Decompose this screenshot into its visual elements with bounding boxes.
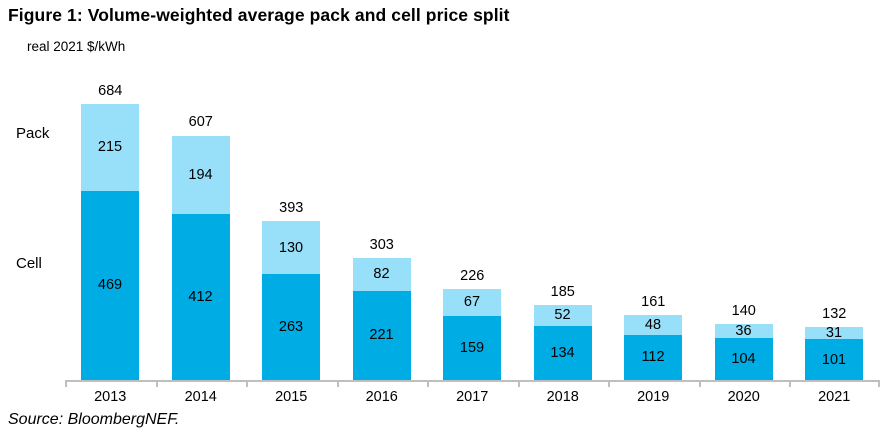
y-axis-units-label: real 2021 $/kWh <box>27 39 126 54</box>
series-label-cell: Cell <box>16 255 42 272</box>
stacked-bar: 36 104 <box>714 323 773 380</box>
bar-pack-segment: 48 <box>624 315 682 335</box>
x-axis-label: 2014 <box>184 389 217 405</box>
bar-cell-segment: 159 <box>443 315 501 380</box>
stacked-bar: 82 221 <box>352 257 411 380</box>
x-axis-label: 2019 <box>637 389 670 405</box>
bar-total-label: 161 <box>641 294 666 311</box>
bar-total-label: 303 <box>369 236 394 253</box>
series-label-pack: Pack <box>16 125 50 142</box>
bar-group-2016: 82 221 303 2016 <box>337 0 428 405</box>
x-axis-label: 2013 <box>94 389 127 405</box>
x-axis-label: 2016 <box>365 389 398 405</box>
bar-pack-segment: 130 <box>262 221 320 274</box>
bar-group-2020: 36 104 140 2020 <box>699 0 790 405</box>
stacked-bar: 31 101 <box>805 325 863 380</box>
bar-group-2021: 31 101 132 2021 <box>789 0 880 405</box>
x-axis-label: 2020 <box>727 389 760 405</box>
bar-group-2015: 130 263 393 2015 <box>246 0 337 405</box>
bar-pack-segment: 52 <box>533 304 592 326</box>
bar-group-2014: 194 412 607 2014 <box>156 0 247 405</box>
bar-cell-segment: 104 <box>714 338 773 380</box>
x-axis-label: 2015 <box>275 389 308 405</box>
x-axis-tick <box>246 382 248 387</box>
plot-area: 215 469 684 2013 194 412 607 2014 130 263 393 2015 8… <box>65 0 880 405</box>
x-axis-tick <box>155 382 158 387</box>
bar-cell-segment: 134 <box>533 325 592 380</box>
stacked-bar: 48 112 <box>624 315 682 380</box>
stacked-bar: 130 263 <box>262 221 320 380</box>
bar-group-2013: 215 469 684 2013 <box>65 0 156 405</box>
bar-total-label: 140 <box>731 302 756 319</box>
x-axis-tick <box>336 382 339 387</box>
x-axis-tick <box>789 382 791 387</box>
x-axis-tick <box>698 382 701 387</box>
bar-cell-segment: 263 <box>262 273 320 380</box>
bar-cell-segment: 112 <box>624 334 682 380</box>
bar-total-label: 607 <box>188 114 213 131</box>
x-axis-tick <box>878 382 880 387</box>
x-axis-tick <box>65 382 67 387</box>
x-axis-tick <box>517 382 520 387</box>
bar-total-label: 393 <box>279 200 304 217</box>
stacked-bar: 67 159 <box>443 288 501 380</box>
bar-pack-segment: 215 <box>81 104 139 191</box>
figure-title: Figure 1: Volume-weighted average pack a… <box>8 5 510 25</box>
bar-group-2019: 48 112 161 2019 <box>608 0 699 405</box>
stacked-bar: 52 134 <box>533 304 592 380</box>
bar-group-2017: 67 159 226 2017 <box>427 0 518 405</box>
bar-cell-segment: 101 <box>805 339 863 380</box>
bar-pack-segment: 194 <box>171 135 230 214</box>
bar-cell-segment: 221 <box>352 290 411 380</box>
bar-group-2018: 52 134 185 2018 <box>518 0 609 405</box>
bar-pack-segment: 67 <box>443 288 501 316</box>
stacked-bar: 215 469 <box>81 104 139 380</box>
bar-total-label: 226 <box>460 267 485 284</box>
x-axis-label: 2018 <box>546 389 579 405</box>
bar-total-label: 684 <box>98 83 123 99</box>
stacked-bar: 194 412 <box>171 135 230 380</box>
x-axis-tick <box>427 382 429 387</box>
x-axis-label: 2021 <box>818 389 851 405</box>
bar-pack-segment: 82 <box>352 257 411 291</box>
bar-pack-segment: 36 <box>714 323 773 339</box>
bar-total-label: 132 <box>822 305 847 322</box>
bar-cell-segment: 412 <box>171 213 230 380</box>
bar-total-label: 185 <box>550 283 575 300</box>
x-axis-tick <box>608 382 610 387</box>
source-note: Source: BloombergNEF. <box>8 411 180 428</box>
bar-pack-segment: 31 <box>805 325 863 341</box>
bar-cell-segment: 469 <box>81 190 139 380</box>
x-axis-label: 2017 <box>456 389 489 405</box>
